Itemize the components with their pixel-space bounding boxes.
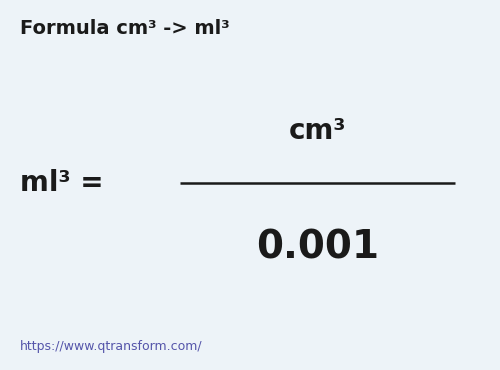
Text: https://www.qtransform.com/: https://www.qtransform.com/: [20, 340, 203, 353]
Text: 0.001: 0.001: [256, 229, 379, 267]
Text: cm³: cm³: [289, 117, 346, 145]
Text: Formula cm³ -> ml³: Formula cm³ -> ml³: [20, 18, 230, 37]
Text: ml³ =: ml³ =: [20, 169, 103, 197]
